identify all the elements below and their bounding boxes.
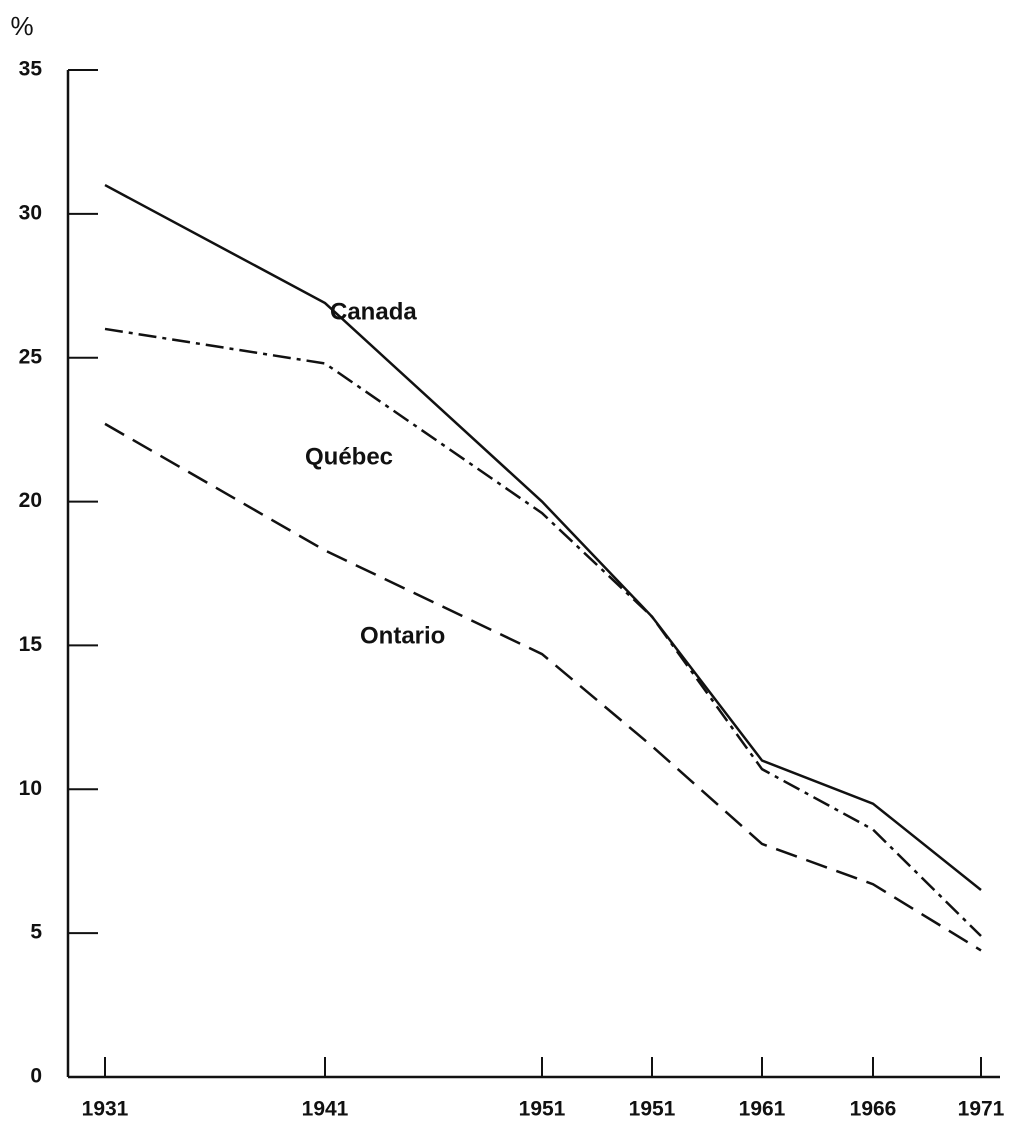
y-tick-label: 35 (19, 58, 43, 81)
x-tick-label: 1966 (850, 1098, 897, 1121)
series-line (104, 327, 982, 937)
series-label: Ontario (360, 622, 445, 649)
x-tick-label: 1971 (958, 1098, 1005, 1121)
y-tick-label: 15 (19, 633, 43, 656)
y-axis-label: % (10, 11, 33, 41)
y-tick-label: 25 (19, 345, 43, 368)
x-tick-label: 1961 (739, 1098, 786, 1121)
series-label: Québec (305, 443, 393, 470)
series-line (104, 422, 982, 952)
y-tick-label: 20 (19, 489, 42, 512)
y-tick-label: 0 (30, 1065, 42, 1088)
series-label: Canada (330, 298, 417, 325)
y-tick-label: 10 (19, 777, 42, 800)
x-tick-label: 1951 (629, 1098, 676, 1121)
series-line (104, 183, 982, 891)
y-tick-label: 30 (19, 201, 42, 224)
x-tick-label: 1931 (82, 1098, 129, 1121)
y-tick-label: 5 (30, 921, 42, 944)
x-tick-label: 1941 (302, 1098, 349, 1121)
x-tick-label: 1951 (519, 1098, 566, 1121)
